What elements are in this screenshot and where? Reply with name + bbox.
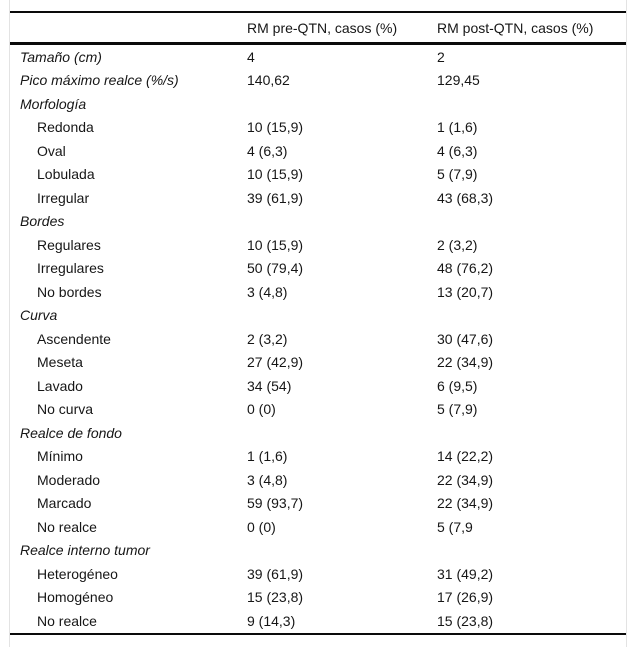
row-label: Redonda: [37, 119, 94, 136]
row-label: Morfología: [20, 95, 87, 112]
row-label: No curva: [37, 401, 94, 418]
pre-qtn-value: 10 (15,9): [247, 166, 304, 183]
table-row: Heterogéneo 39 (61,9) 31 (49,2): [10, 562, 626, 586]
table-body: Tamaño (cm) 4 2 Pico máximo realce (%/s)…: [10, 45, 626, 633]
post-qtn-value: 30 (47,6): [437, 330, 494, 347]
post-qtn-value: 5 (7,9: [437, 518, 473, 535]
pre-qtn-value: 27 (42,9): [247, 354, 304, 371]
column-header-pre-qtn: RM pre-QTN, casos (%): [247, 19, 398, 36]
table-row: Homogéneo 15 (23,8) 17 (26,9): [10, 586, 626, 610]
row-label: Lavado: [37, 377, 83, 394]
pre-qtn-value: 2 (3,2): [247, 330, 288, 347]
post-qtn-value: 129,45: [437, 72, 480, 89]
bottom-rule: [10, 632, 626, 635]
row-label: Realce de fondo: [20, 424, 122, 441]
pre-qtn-value: 4 (6,3): [247, 142, 288, 159]
column-header-post-qtn: RM post-QTN, casos (%): [437, 19, 594, 36]
post-qtn-value: 17 (26,9): [437, 589, 494, 606]
table-row: Pico máximo realce (%/s) 140,62 129,45: [10, 69, 626, 93]
table-header-row: RM pre-QTN, casos (%) RM post-QTN, casos…: [10, 13, 626, 42]
row-label: Realce interno tumor: [20, 542, 150, 559]
pre-qtn-value: 0 (0): [247, 518, 276, 535]
table-row: Realce de fondo: [10, 421, 626, 445]
table-row: Ascendente 2 (3,2) 30 (47,6): [10, 327, 626, 351]
pre-qtn-value: 140,62: [247, 72, 290, 89]
pre-qtn-value: 15 (23,8): [247, 589, 304, 606]
post-qtn-value: 22 (34,9): [437, 354, 494, 371]
table-row: Morfología: [10, 92, 626, 116]
row-label: No realce: [37, 612, 97, 629]
top-rule: [10, 11, 626, 13]
pre-qtn-value: 50 (79,4): [247, 260, 304, 277]
row-label: Homogéneo: [37, 589, 114, 606]
post-qtn-value: 22 (34,9): [437, 495, 494, 512]
pre-qtn-value: 4: [247, 48, 255, 65]
table-frame: RM pre-QTN, casos (%) RM post-QTN, casos…: [9, 0, 627, 647]
row-label: Tamaño (cm): [20, 48, 102, 65]
table-row: Mínimo 1 (1,6) 14 (22,2): [10, 445, 626, 469]
table-row: Tamaño (cm) 4 2: [10, 45, 626, 69]
row-label: Moderado: [37, 471, 101, 488]
post-qtn-value: 1 (1,6): [437, 119, 478, 136]
pre-qtn-value: 0 (0): [247, 401, 276, 418]
pre-qtn-value: 3 (4,8): [247, 283, 288, 300]
table-row: Marcado 59 (93,7) 22 (34,9): [10, 492, 626, 516]
pre-qtn-value: 10 (15,9): [247, 236, 304, 253]
table-row: No realce 0 (0) 5 (7,9: [10, 515, 626, 539]
table-row: Moderado 3 (4,8) 22 (34,9): [10, 468, 626, 492]
pre-qtn-value: 10 (15,9): [247, 119, 304, 136]
post-qtn-value: 5 (7,9): [437, 401, 478, 418]
table-row: Oval 4 (6,3) 4 (6,3): [10, 139, 626, 163]
post-qtn-value: 43 (68,3): [437, 189, 494, 206]
table-row: Irregulares 50 (79,4) 48 (76,2): [10, 257, 626, 281]
pre-qtn-value: 3 (4,8): [247, 471, 288, 488]
row-label: Pico máximo realce (%/s): [20, 72, 179, 89]
post-qtn-value: 14 (22,2): [437, 448, 494, 465]
pre-qtn-value: 34 (54): [247, 377, 292, 394]
post-qtn-value: 6 (9,5): [437, 377, 478, 394]
row-label: Bordes: [20, 213, 65, 230]
row-label: Marcado: [37, 495, 92, 512]
row-label: Lobulada: [37, 166, 95, 183]
post-qtn-value: 2: [437, 48, 445, 65]
row-label: No realce: [37, 518, 97, 535]
row-label: Meseta: [37, 354, 83, 371]
table-row: Regulares 10 (15,9) 2 (3,2): [10, 233, 626, 257]
table-row: No curva 0 (0) 5 (7,9): [10, 398, 626, 422]
post-qtn-value: 2 (3,2): [437, 236, 478, 253]
table-row: Meseta 27 (42,9) 22 (34,9): [10, 351, 626, 375]
post-qtn-value: 48 (76,2): [437, 260, 494, 277]
row-label: Mínimo: [37, 448, 83, 465]
row-label: No bordes: [37, 283, 102, 300]
table-row: No realce 9 (14,3) 15 (23,8): [10, 609, 626, 633]
row-label: Heterogéneo: [37, 565, 118, 582]
row-label: Regulares: [37, 236, 101, 253]
row-label: Oval: [37, 142, 66, 159]
post-qtn-value: 31 (49,2): [437, 565, 494, 582]
table-row: Lobulada 10 (15,9) 5 (7,9): [10, 163, 626, 187]
table-row: Bordes: [10, 210, 626, 234]
row-label: Irregulares: [37, 260, 104, 277]
row-label: Ascendente: [37, 330, 111, 347]
post-qtn-value: 22 (34,9): [437, 471, 494, 488]
table-row: Realce interno tumor: [10, 539, 626, 563]
pre-qtn-value: 1 (1,6): [247, 448, 288, 465]
table-row: Curva: [10, 304, 626, 328]
table-row: Redonda 10 (15,9) 1 (1,6): [10, 116, 626, 140]
row-label: Curva: [20, 307, 58, 324]
header-rule: [10, 42, 626, 45]
post-qtn-value: 13 (20,7): [437, 283, 494, 300]
post-qtn-value: 15 (23,8): [437, 612, 494, 629]
pre-qtn-value: 59 (93,7): [247, 495, 304, 512]
pre-qtn-value: 39 (61,9): [247, 189, 304, 206]
pre-qtn-value: 39 (61,9): [247, 565, 304, 582]
table-row: Irregular 39 (61,9) 43 (68,3): [10, 186, 626, 210]
row-label: Irregular: [37, 189, 90, 206]
table-row: No bordes 3 (4,8) 13 (20,7): [10, 280, 626, 304]
post-qtn-value: 4 (6,3): [437, 142, 478, 159]
pre-qtn-value: 9 (14,3): [247, 612, 296, 629]
table-row: Lavado 34 (54) 6 (9,5): [10, 374, 626, 398]
post-qtn-value: 5 (7,9): [437, 166, 478, 183]
